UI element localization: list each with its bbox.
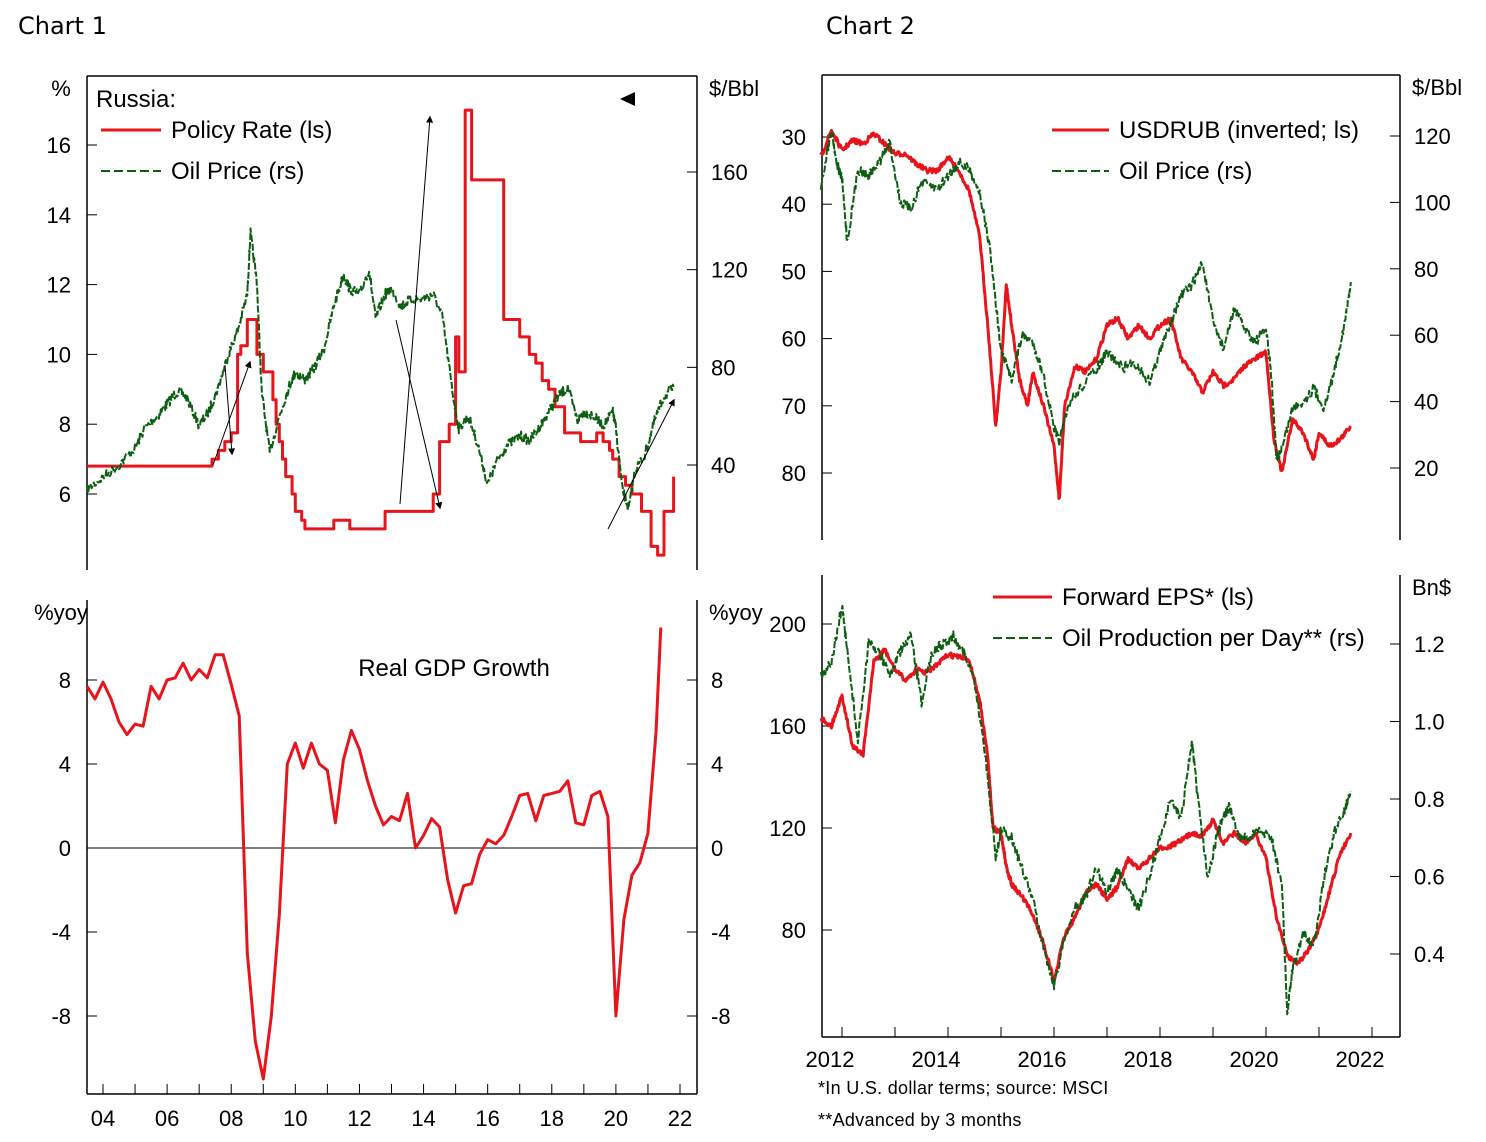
legend-label: Oil Price (rs): [1119, 158, 1252, 185]
left-tick-label: 4: [59, 752, 71, 777]
left-tick-label: 200: [769, 612, 806, 637]
right-tick-label: 100: [1414, 190, 1451, 215]
left-tick-label: 40: [782, 192, 806, 217]
right-tick-label: 0.6: [1414, 865, 1445, 890]
right-tick-label: 40: [1414, 390, 1438, 415]
x-tick-label: 06: [155, 1106, 179, 1131]
annotation-arrow: [395, 319, 443, 510]
series-green-line: [819, 604, 1352, 1016]
left-tick-label: 80: [782, 461, 806, 486]
x-tick-label: 12: [347, 1106, 371, 1131]
left-tick-label: 0: [59, 836, 71, 861]
x-tick-label: 2014: [912, 1047, 961, 1072]
right-tick-label: 160: [711, 160, 748, 185]
chart-usdrub-oil: [819, 74, 1401, 540]
x-tick-label: 2012: [806, 1047, 855, 1072]
x-tick-label: 18: [540, 1106, 564, 1131]
right-tick-label: 60: [1414, 323, 1438, 348]
right-tick-label: 120: [1414, 124, 1451, 149]
chart-russia-gdp: [85, 600, 698, 1095]
annotation-arrow: [399, 115, 434, 505]
right-tick-label: 0.8: [1414, 787, 1445, 812]
right-tick-label: 40: [711, 453, 735, 478]
x-tick-label: 10: [283, 1106, 307, 1131]
x-tick-label: 08: [219, 1106, 243, 1131]
chart-subtitle: Real GDP Growth: [358, 655, 550, 682]
left-unit-label: %: [51, 76, 71, 101]
left-tick-label: 120: [769, 816, 806, 841]
chart-eps-oilprod: [819, 575, 1401, 1038]
left-tick-label: 8: [59, 668, 71, 693]
right-tick-label: 80: [711, 355, 735, 380]
legend-label: Oil Price (rs): [171, 158, 304, 185]
left-tick-label: 12: [47, 273, 71, 298]
annotation-arrow: [224, 364, 236, 456]
right-tick-label: 0: [711, 836, 723, 861]
x-tick-label: 16: [475, 1106, 499, 1131]
annotation-arrow: [212, 360, 252, 466]
right-tick-label: 8: [711, 668, 723, 693]
series-red-line: [85, 627, 663, 1081]
right-unit-label: Bn$: [1412, 575, 1451, 600]
left-tick-label: -8: [51, 1004, 71, 1029]
right-tick-label: 1.0: [1414, 710, 1445, 735]
right-tick-label: 80: [1414, 257, 1438, 282]
footnote-msci: *In U.S. dollar terms; source: MSCI: [818, 1078, 1109, 1098]
chart-subtitle: Russia:: [96, 86, 176, 113]
series-green-line: [86, 227, 675, 512]
x-tick-label: 22: [668, 1106, 692, 1131]
right-tick-label: -8: [711, 1004, 731, 1029]
left-tick-label: 16: [47, 133, 71, 158]
series-red-line: [819, 647, 1353, 981]
left-tick-label: 6: [59, 482, 71, 507]
chart2-title: Chart 2: [826, 12, 915, 40]
x-tick-label: 20: [604, 1106, 628, 1131]
right-tick-label: 20: [1414, 456, 1438, 481]
x-tick-label: 2020: [1230, 1047, 1279, 1072]
left-tick-label: 50: [782, 259, 806, 284]
series-red-line: [819, 128, 1352, 500]
left-unit-label: %yoy: [34, 600, 88, 625]
right-tick-label: 0.4: [1414, 942, 1445, 967]
x-tick-label: 2022: [1336, 1047, 1385, 1072]
left-tick-label: 10: [47, 342, 71, 367]
right-unit-label: $/Bbl: [1412, 75, 1462, 100]
legend-label: USDRUB (inverted; ls): [1119, 117, 1359, 144]
series-red-line: [87, 108, 676, 557]
series-green-line: [819, 131, 1352, 461]
left-tick-label: 160: [769, 714, 806, 739]
chart-russia-policy-oil: [86, 75, 698, 570]
chart1-title: Chart 1: [18, 12, 107, 40]
x-tick-label: 04: [91, 1106, 115, 1131]
legend-label: Oil Production per Day** (rs): [1062, 625, 1365, 652]
right-tick-label: 1.2: [1414, 632, 1445, 657]
legend-label: Forward EPS* (ls): [1062, 584, 1254, 611]
x-tick-label: 2018: [1124, 1047, 1173, 1072]
left-tick-label: 80: [782, 918, 806, 943]
stray-arrowhead-icon: [620, 92, 635, 106]
left-tick-label: 14: [47, 203, 71, 228]
right-tick-label: -4: [711, 920, 731, 945]
annotation-arrow: [607, 398, 675, 530]
footnote-advanced: **Advanced by 3 months: [818, 1110, 1022, 1130]
left-tick-label: 70: [782, 394, 806, 419]
legend-label: Policy Rate (ls): [171, 117, 332, 144]
right-tick-label: 4: [711, 752, 723, 777]
x-tick-label: 14: [411, 1106, 435, 1131]
left-tick-label: 8: [59, 412, 71, 437]
left-tick-label: -4: [51, 920, 71, 945]
left-tick-label: 30: [782, 125, 806, 150]
x-tick-label: 2016: [1018, 1047, 1067, 1072]
right-unit-label: $/Bbl: [709, 76, 759, 101]
left-tick-label: 60: [782, 327, 806, 352]
right-tick-label: 120: [711, 258, 748, 283]
right-unit-label: %yoy: [709, 600, 763, 625]
